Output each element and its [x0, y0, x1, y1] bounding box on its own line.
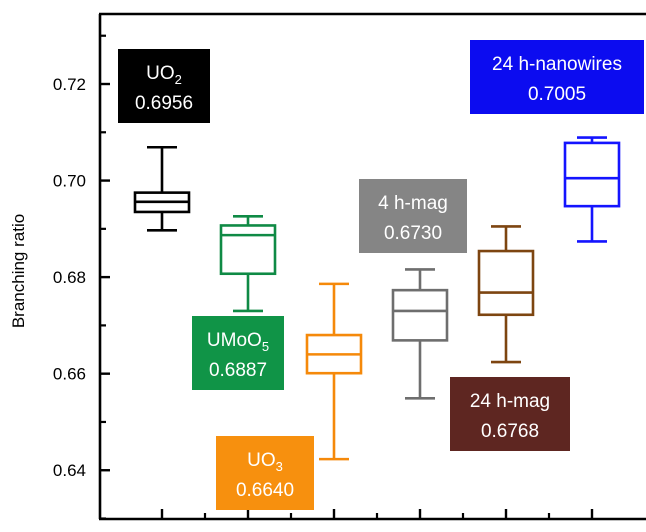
label-uo3: UO3 0.6640: [216, 436, 314, 510]
label-value: 0.7005: [528, 84, 586, 105]
label-4-h-mag: 4 h-mag 0.6730: [359, 179, 467, 253]
axes: [98, 12, 646, 521]
box-24-h-mag: [477, 225, 535, 364]
box-uo2: [133, 145, 191, 232]
label-24-h-mag: 24 h-mag 0.6768: [450, 377, 570, 451]
label-24-h-nanowires: 24 h-nanowires 0.7005: [470, 40, 644, 114]
y-tick-label: 0.68: [53, 268, 86, 287]
label-value: 0.6956: [135, 93, 193, 114]
x-ticks: [160, 509, 594, 519]
label-value: 0.6887: [209, 360, 267, 381]
y-tick-label: 0.70: [53, 172, 86, 191]
box-4-h-mag: [391, 268, 449, 400]
iqr-box: [391, 288, 449, 342]
label-uo2: UO2 0.6956: [118, 49, 210, 123]
label-name: UO3: [247, 450, 283, 474]
iqr-box: [563, 141, 621, 208]
label-name: UO2: [146, 63, 182, 87]
label-umoo5: UMoO5 0.6887: [192, 316, 284, 390]
label-value: 0.6730: [384, 223, 442, 244]
y-tick-label: 0.66: [53, 365, 86, 384]
boxes: [133, 136, 621, 461]
label-name: 24 h-nanowires: [492, 54, 622, 75]
label-background: [359, 179, 467, 253]
label-background: [450, 377, 570, 451]
label-value: 0.6768: [481, 421, 539, 442]
label-background: [470, 40, 644, 114]
iqr-box: [477, 249, 535, 317]
label-value: 0.6640: [236, 480, 294, 501]
box-24-h-nanowires: [563, 136, 621, 243]
y-ticks: 0.64 0.66 0.68 0.70 0.72: [53, 34, 110, 520]
iqr-box: [219, 224, 277, 276]
box-labels: UO2 0.6956 UMoO5 0.6887 UO3 0.6640 4 h-mag 0.67…: [118, 40, 644, 510]
box-umoo5: [219, 214, 277, 313]
label-background: [118, 49, 210, 123]
label-name: 4 h-mag: [378, 193, 448, 214]
label-name: UMoO5: [207, 330, 269, 354]
label-background: [216, 436, 314, 510]
label-background: [192, 316, 284, 390]
y-tick-label: 0.72: [53, 75, 86, 94]
y-axis-label: Branching ratio: [9, 214, 28, 328]
box-uo3: [305, 282, 363, 461]
label-name: 24 h-mag: [470, 391, 550, 412]
y-tick-label: 0.64: [53, 461, 86, 480]
